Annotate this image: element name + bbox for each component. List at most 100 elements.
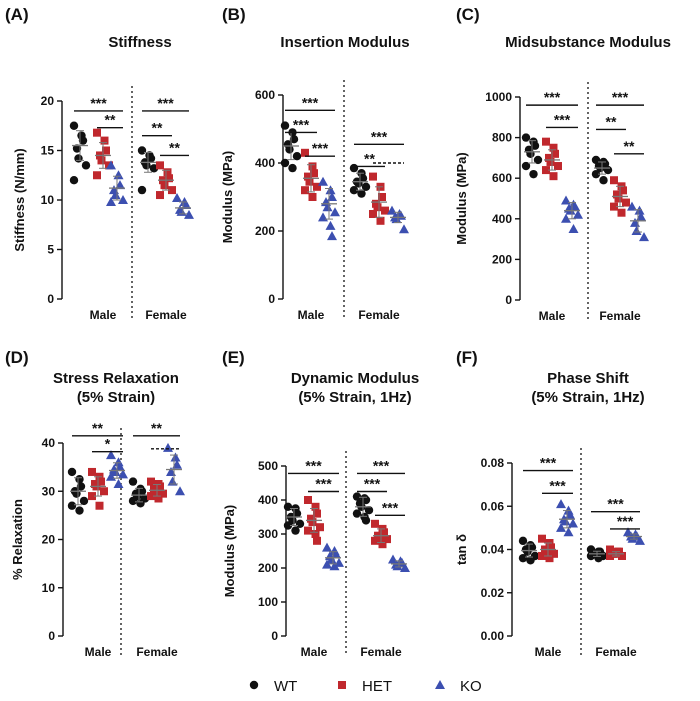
y-tick-label: 0.00 <box>481 629 505 643</box>
data-point-ko <box>326 554 337 564</box>
legend-label-ko: KO <box>460 678 482 695</box>
y-tick-label: 0 <box>505 293 512 307</box>
data-point-wt <box>79 496 89 506</box>
panel-letter: (D) <box>5 348 29 367</box>
data-point-wt <box>146 154 156 163</box>
data-point-het <box>618 551 626 560</box>
data-point-het <box>88 492 96 501</box>
data-point-ko <box>325 220 336 230</box>
data-point-het <box>305 177 314 186</box>
data-point-het <box>304 526 312 535</box>
significance-label: *** <box>549 477 566 493</box>
significance-label: *** <box>315 476 332 492</box>
data-point-het <box>308 162 317 171</box>
data-point-wt <box>75 506 84 515</box>
chart-panel-d: (D) Stress Relaxation (5% Strain) % Relaxat… <box>5 348 185 659</box>
y-tick-label: 20 <box>42 533 56 547</box>
data-point-het <box>95 501 104 510</box>
data-point-ko <box>627 201 637 211</box>
data-point-het <box>308 193 317 201</box>
data-point-wt <box>283 502 293 511</box>
group-label-female: Female <box>360 645 402 659</box>
data-point-wt <box>518 553 528 563</box>
data-point-ko <box>560 516 571 526</box>
y-tick-label: 10 <box>41 193 55 207</box>
data-point-ko <box>563 527 574 537</box>
data-point-wt <box>74 154 83 163</box>
y-tick-label: 20 <box>41 94 55 108</box>
group-label-female: Female <box>136 645 178 659</box>
data-point-wt <box>357 189 366 198</box>
data-point-ko <box>170 452 181 462</box>
data-point-wt <box>529 169 538 179</box>
data-point-het <box>168 186 176 195</box>
data-point-ko <box>634 205 645 215</box>
data-point-het <box>378 540 387 549</box>
y-tick-label: 400 <box>492 212 512 226</box>
y-tick-label: 300 <box>258 527 278 541</box>
y-tick-label: 200 <box>258 561 278 575</box>
data-point-ko <box>568 518 578 528</box>
data-point-het <box>619 186 627 195</box>
significance-label: *** <box>540 455 557 471</box>
data-point-ko <box>325 185 336 195</box>
data-point-wt <box>128 496 138 506</box>
data-point-wt <box>136 499 145 508</box>
data-point-ko <box>329 561 340 571</box>
data-point-het <box>380 528 388 537</box>
data-point-wt <box>591 169 601 179</box>
data-point-ko <box>110 190 121 200</box>
data-point-ko <box>110 466 121 476</box>
data-point-ko <box>172 193 182 203</box>
y-tick-label: 0 <box>47 292 54 306</box>
data-point-het <box>549 172 558 181</box>
data-point-het <box>154 494 163 503</box>
significance-label: *** <box>554 111 571 127</box>
data-point-wt <box>81 161 91 170</box>
data-point-het <box>159 489 167 498</box>
data-point-het <box>549 143 558 152</box>
data-point-ko <box>391 214 402 224</box>
significance-label: *** <box>305 457 322 473</box>
y-tick-label: 10 <box>42 581 56 595</box>
data-point-het <box>375 533 384 542</box>
data-point-wt <box>72 144 82 153</box>
panel-title-line: Insertion Modulus <box>280 34 409 51</box>
data-point-ko <box>639 232 649 242</box>
data-point-wt <box>523 547 532 556</box>
data-point-het <box>546 157 555 166</box>
data-point-wt <box>349 163 359 173</box>
legend-marker-wt <box>249 680 259 690</box>
group-label-female: Female <box>358 308 400 322</box>
y-tick-label: 200 <box>255 224 275 238</box>
significance-label: ** <box>624 138 635 154</box>
y-tick-label: 400 <box>258 493 278 507</box>
data-point-ko <box>175 486 185 496</box>
significance-label: *** <box>312 140 329 156</box>
panel-letter: (B) <box>222 5 246 24</box>
data-point-ko <box>113 479 124 489</box>
data-point-het <box>311 530 320 538</box>
group-label-male: Male <box>539 309 566 323</box>
data-point-het <box>147 477 155 486</box>
y-tick-label: 0 <box>271 629 278 643</box>
y-tick-label: 200 <box>492 252 512 266</box>
y-tick-label: 15 <box>41 144 55 158</box>
y-tick-label: 400 <box>255 156 275 170</box>
data-point-ko <box>318 176 328 186</box>
data-point-het <box>547 543 555 552</box>
legend-marker-ko <box>435 680 445 689</box>
data-point-het <box>301 148 309 157</box>
y-tick-label: 0.04 <box>481 543 505 557</box>
y-tick-label: 1000 <box>485 90 512 104</box>
data-point-wt <box>526 149 535 159</box>
data-point-wt <box>352 492 362 501</box>
data-point-wt <box>280 158 290 168</box>
data-point-het <box>371 519 379 528</box>
data-point-het <box>163 168 172 177</box>
data-point-het <box>313 509 321 518</box>
data-point-het <box>369 172 377 181</box>
y-tick-label: 600 <box>255 88 275 102</box>
data-point-wt <box>289 135 299 144</box>
data-point-het <box>97 477 105 486</box>
